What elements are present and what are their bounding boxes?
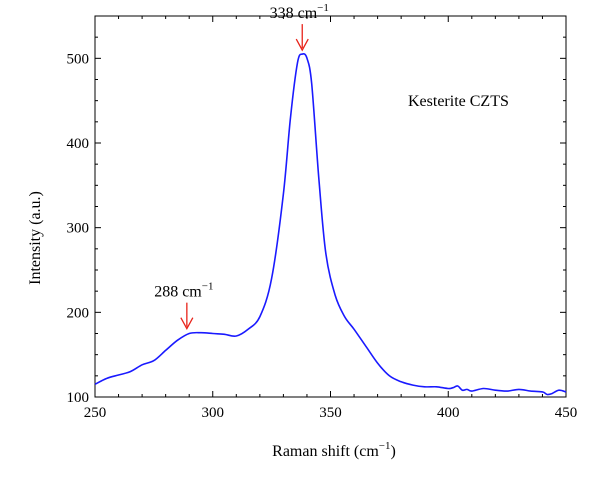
x-tick-label: 400 <box>437 405 460 421</box>
x-axis-label: Raman shift (cm−1) <box>272 440 396 460</box>
axis-ticks: 250 300 350 400 450 100 200 300 400 500 <box>67 15 578 421</box>
peak-arrow-head <box>180 317 194 331</box>
plot-frame <box>94 15 567 398</box>
x-tick-label: 250 <box>84 405 107 421</box>
series-layer <box>94 52 567 396</box>
x-tick-label: 450 <box>555 405 578 421</box>
y-axis-label: Intensity (a.u.) <box>27 191 44 285</box>
peak-label: 288 cm−1 <box>154 281 213 301</box>
y-tick-label: 200 <box>67 305 90 321</box>
annotations-layer: 338 cm−1 288 cm−1 <box>154 2 329 331</box>
spectrum-line <box>94 52 567 396</box>
y-tick-label: 400 <box>67 136 90 152</box>
y-tick-label: 300 <box>67 221 90 237</box>
y-tick-label: 500 <box>67 51 90 67</box>
x-tick-label: 350 <box>319 405 342 421</box>
peak-label: 338 cm−1 <box>270 2 329 22</box>
legend-text: Kesterite CZTS <box>408 93 509 110</box>
x-tick-label: 300 <box>202 405 225 421</box>
plot-axes <box>94 15 567 398</box>
y-tick-label: 100 <box>67 390 90 406</box>
peak-arrow-head <box>295 38 309 52</box>
